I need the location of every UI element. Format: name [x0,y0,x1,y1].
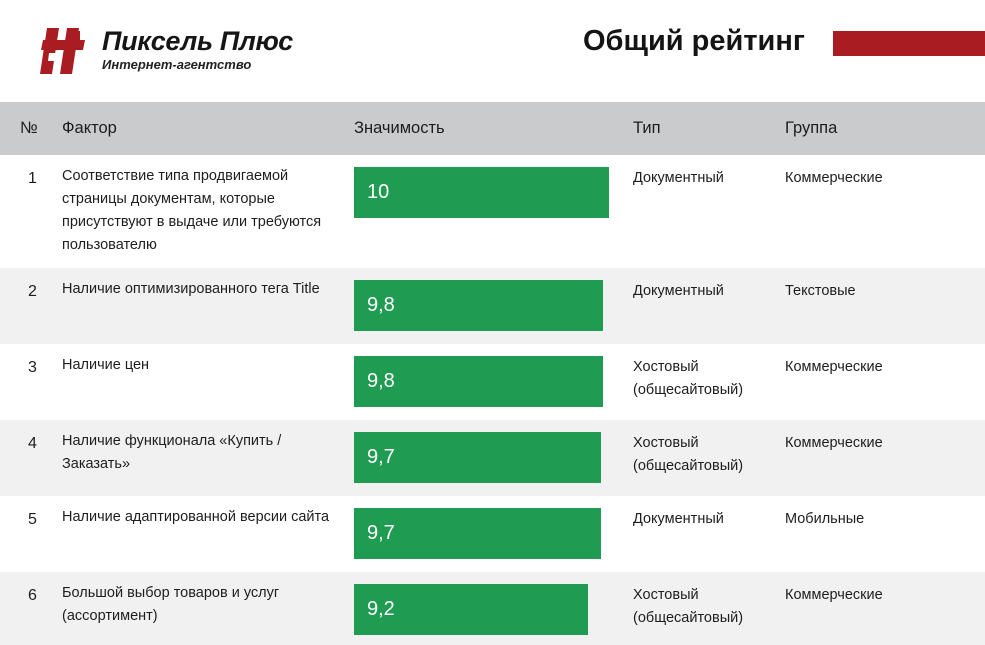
ranking-table: № Фактор Значимость Тип Группа 1 Соответ… [0,102,985,645]
row-factor: Наличие функционала «Купить / Заказать» [62,433,282,472]
row-group: Коммерческие [785,359,883,375]
row-number: 5 [28,511,37,528]
row-type: Документный [633,170,724,186]
row-factor: Наличие оптимизированного тега Title [62,281,320,297]
row-factor: Наличие цен [62,357,150,373]
pixel-plus-logo-icon [40,28,85,74]
row-factor: Соответствие типа продвигаемой страницы … [62,168,322,253]
significance-bar: 9,2 [354,584,588,635]
title-accent-bar [833,31,985,56]
row-number: 3 [28,359,37,376]
row-group: Мобильные [785,511,865,527]
table-row: 5 Наличие адаптированной версии сайта 9,… [0,496,985,572]
brand-name: Пиксель Плюс [102,26,293,56]
row-type: Документный [633,283,724,299]
row-number: 4 [28,435,37,452]
column-header-significance: Значимость [354,119,445,137]
row-group: Коммерческие [785,170,883,186]
column-header-type: Тип [633,119,661,137]
column-header-number: № [20,119,38,137]
row-number: 2 [28,283,37,300]
table-row: 6 Большой выбор товаров и услуг (ассорти… [0,572,985,645]
row-factor: Наличие адаптированной версии сайта [62,509,330,525]
table-row: 1 Соответствие типа продвигаемой страниц… [0,155,985,268]
table-row: 3 Наличие цен 9,8 Хостовый (общесайтовый… [0,344,985,420]
significance-bar: 9,8 [354,356,603,407]
row-group: Текстовые [785,283,856,299]
table-row: 4 Наличие функционала «Купить / Заказать… [0,420,985,496]
table-header-row: № Фактор Значимость Тип Группа [0,102,985,155]
row-factor: Большой выбор товаров и услуг (ассортиме… [62,585,280,624]
row-group: Коммерческие [785,435,883,451]
table-row: 2 Наличие оптимизированного тега Title 9… [0,268,985,344]
significance-bar: 9,8 [354,280,603,331]
significance-bar: 10 [354,167,609,218]
column-header-group: Группа [785,119,838,137]
brand-tagline: Интернет-агентство [102,57,252,72]
page-title: Общий рейтинг [583,25,805,57]
page-header: Пиксель Плюс Интернет-агентство Общий ре… [0,0,985,102]
row-number: 6 [28,587,37,604]
row-type: Документный [633,511,724,527]
column-header-factor: Фактор [62,119,117,137]
row-type: Хостовый (общесайтовый) [633,359,744,398]
significance-bar: 9,7 [354,508,601,559]
significance-bar: 9,7 [354,432,601,483]
row-type: Хостовый (общесайтовый) [633,587,744,626]
row-number: 1 [28,170,37,187]
row-type: Хостовый (общесайтовый) [633,435,744,474]
row-group: Коммерческие [785,587,883,603]
